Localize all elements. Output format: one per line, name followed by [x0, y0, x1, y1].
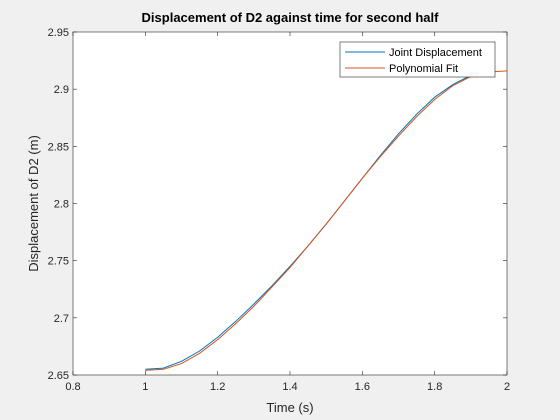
- x-tick-label: 1.4: [282, 381, 297, 393]
- x-tick-label: 1.6: [355, 381, 370, 393]
- legend-label-joint-displacement: Joint Displacement: [389, 47, 482, 59]
- x-tick-label: 2: [504, 381, 510, 393]
- x-tick-label: 1.8: [427, 381, 442, 393]
- series-layer: [145, 70, 508, 371]
- y-tick-label: 2.85: [48, 141, 69, 153]
- plot-area: [72, 31, 508, 376]
- y-tick-label: 2.7: [54, 313, 69, 325]
- x-axis-label: Time (s): [266, 400, 313, 415]
- y-tick-label: 2.65: [48, 370, 69, 382]
- y-axis-label: Displacement of D2 (m): [26, 135, 41, 272]
- y-tick-label: 2.9: [54, 84, 69, 96]
- x-tick-label: 1: [142, 381, 148, 393]
- y-tick-label: 2.95: [48, 27, 69, 39]
- y-tick-label: 2.8: [54, 199, 69, 211]
- chart-title: Displacement of D2 against time for seco…: [142, 10, 440, 25]
- ticks-layer: 0.8 1 1.2 1.4 1.6 1.8 2 2.65 2.7 2.75 2.8 2.85 2.9 2.…: [48, 27, 510, 393]
- legend-box: [339, 41, 496, 78]
- legend: Joint Displacement Polynomial Fit: [339, 41, 496, 78]
- y-tick-label: 2.75: [48, 256, 69, 268]
- legend-label-polynomial-fit: Polynomial Fit: [389, 63, 458, 75]
- x-tick-label: 0.8: [65, 381, 80, 393]
- x-tick-label: 1.2: [210, 381, 225, 393]
- series-line-polynomial-fit: [145, 70, 508, 371]
